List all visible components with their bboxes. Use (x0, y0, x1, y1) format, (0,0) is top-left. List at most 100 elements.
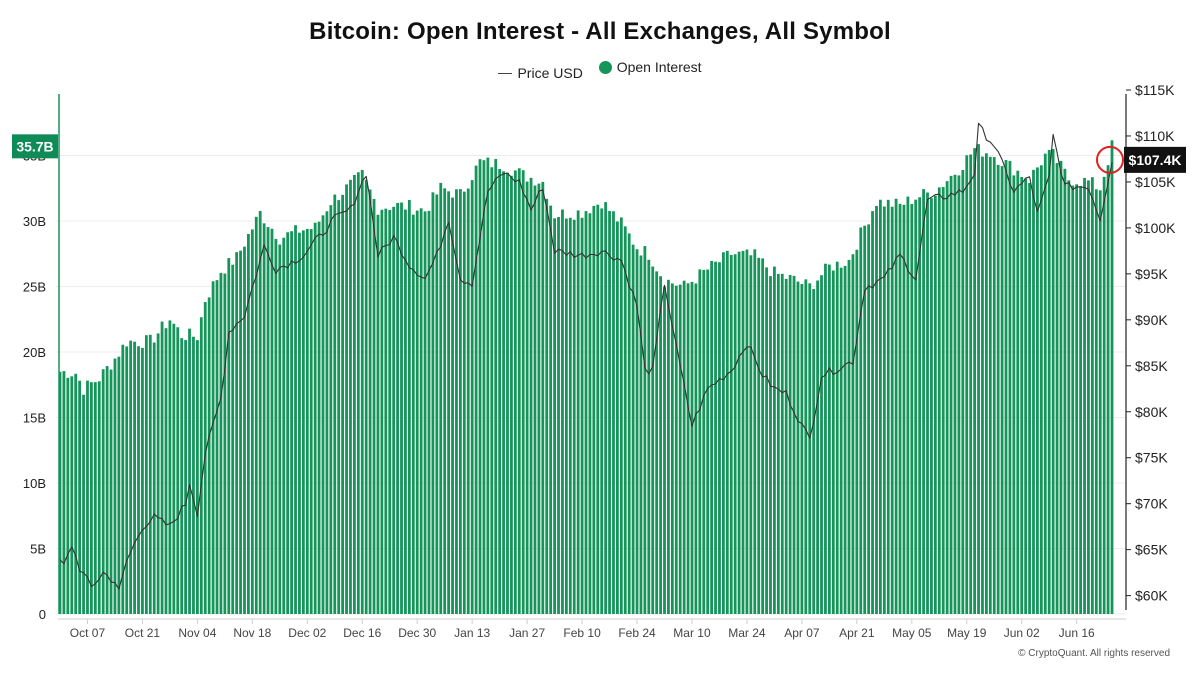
oi-bar (258, 210, 262, 614)
legend-item-price[interactable]: Price USD (498, 65, 583, 81)
oi-bar (404, 209, 407, 614)
oi-bar (282, 237, 286, 614)
oi-bar (635, 249, 639, 615)
oi-bar (419, 208, 423, 615)
oi-bar (984, 153, 988, 614)
legend-item-open-interest[interactable]: Open Interest (598, 59, 702, 75)
x-tick-label: Oct 21 (125, 626, 161, 640)
oi-bar (753, 249, 757, 614)
oi-bar (207, 297, 211, 614)
oi-bar (372, 198, 376, 614)
oi-bar (498, 169, 502, 614)
oi-bar (313, 222, 317, 615)
oi-bar (933, 195, 937, 614)
oi-bar (231, 264, 235, 614)
oi-bar (337, 200, 341, 615)
oi-bar (945, 181, 949, 614)
oi-bar (592, 205, 596, 615)
x-tick-label: May 19 (947, 626, 987, 640)
oi-bar (1028, 182, 1031, 614)
oi-bar (325, 211, 329, 615)
oi-bar (1000, 166, 1004, 615)
oi-bar (1079, 185, 1082, 614)
current-price-badge (1124, 146, 1186, 173)
oi-bar (415, 210, 419, 614)
dot-swatch-icon (598, 60, 612, 74)
oi-bar (894, 198, 898, 614)
oi-bar (737, 251, 741, 614)
oi-bar (906, 196, 910, 614)
oi-bar (172, 323, 176, 614)
oi-bar (647, 259, 651, 614)
y-right-tick-label: $100K (1135, 220, 1176, 236)
oi-bar (553, 218, 556, 614)
oi-bar (926, 192, 929, 614)
oi-bar (784, 278, 788, 614)
oi-bar (388, 210, 392, 615)
current-price-label: $107.4K (1129, 152, 1182, 168)
oi-bar (510, 175, 513, 614)
y-right-tick-label: $95K (1135, 266, 1168, 282)
oi-bar (596, 204, 600, 614)
oi-bar (930, 198, 933, 614)
x-tick-label: Dec 30 (398, 626, 436, 640)
oi-bar (1059, 160, 1063, 615)
oi-bar (427, 210, 431, 614)
oi-bar (298, 232, 301, 614)
oi-bar (58, 371, 62, 614)
oi-bar (1067, 180, 1071, 614)
oi-bar (1024, 178, 1028, 614)
oi-bar (973, 148, 977, 614)
oi-bar (977, 144, 980, 615)
oi-bar (824, 263, 827, 614)
oi-bar (188, 328, 191, 614)
oi-bar (898, 203, 902, 614)
oi-bar (1063, 168, 1067, 614)
oi-bar (227, 258, 231, 614)
oi-bar (922, 189, 925, 614)
oi-bar (286, 232, 290, 614)
oi-bar (1008, 160, 1012, 615)
oi-bar (1016, 170, 1020, 614)
oi-bar (349, 179, 352, 614)
oi-bar (961, 170, 965, 614)
oi-bar (137, 346, 140, 614)
oi-bar (101, 369, 105, 614)
oi-bar (195, 340, 199, 614)
oi-bar (317, 221, 321, 614)
oi-bar (462, 191, 466, 614)
oi-bar (564, 218, 568, 614)
oi-bar (835, 261, 839, 614)
oi-bar (482, 160, 486, 614)
y-right-tick-label: $115K (1135, 82, 1175, 98)
x-tick-label: Mar 24 (728, 626, 766, 640)
y-right-tick-label: $65K (1135, 542, 1168, 558)
oi-bar (529, 177, 533, 615)
y-right-tick-label: $75K (1135, 450, 1168, 466)
oi-bar (670, 283, 674, 614)
oi-bar (882, 206, 886, 614)
oi-bar (443, 188, 447, 615)
oi-bar (235, 252, 239, 614)
oi-bar (78, 380, 82, 614)
oi-bar (439, 182, 443, 614)
oi-bar (871, 211, 874, 614)
oi-bar (867, 224, 871, 615)
oi-bar (215, 280, 219, 614)
y-right-tick-label: $70K (1135, 496, 1168, 512)
oi-bar (725, 250, 729, 614)
oi-bar (435, 194, 439, 614)
y-right-tick-label: $60K (1135, 588, 1168, 604)
y-left-tick-label: 15B (23, 411, 46, 426)
y-left-tick-label: 30B (23, 214, 46, 229)
oi-bar (623, 226, 627, 614)
oi-bar (478, 159, 482, 614)
oi-bar (301, 230, 305, 614)
oi-bar (1020, 177, 1024, 614)
oi-bar (729, 254, 733, 614)
oi-bar (643, 246, 647, 614)
oi-bar (914, 199, 918, 615)
oi-bar (851, 254, 855, 615)
oi-bar (902, 204, 906, 614)
x-tick-label: Jun 02 (1004, 626, 1040, 640)
